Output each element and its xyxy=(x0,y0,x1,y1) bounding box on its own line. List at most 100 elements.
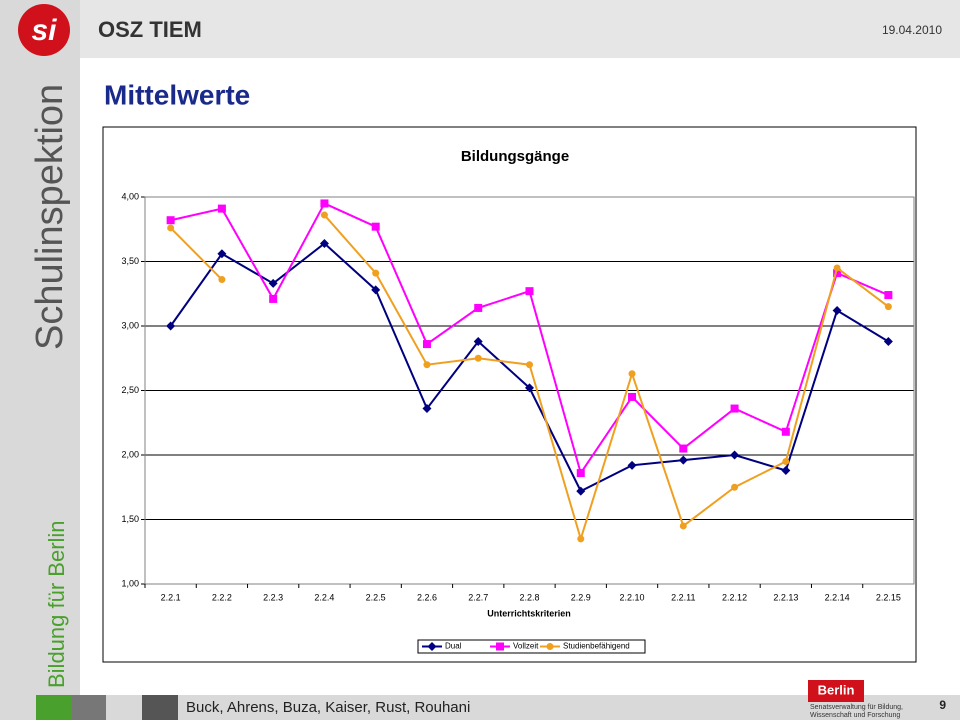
marker xyxy=(525,383,534,393)
marker xyxy=(679,444,688,453)
berlin-dept: Senatsverwaltung für Bildung, xyxy=(810,704,903,711)
marker xyxy=(371,285,381,295)
marker xyxy=(423,361,431,369)
marker xyxy=(627,460,637,470)
x-tick-label: 2.2.1 xyxy=(161,592,181,602)
marker xyxy=(496,642,504,651)
y-tick-label: 3,50 xyxy=(121,256,139,266)
plot: 1,00 1,50 2,00 2,50 3,00 3,50 4,00 2.2.1 2.2.2 2.… xyxy=(121,191,915,602)
logo: si xyxy=(31,14,57,47)
marker xyxy=(781,465,791,475)
legend-label: Vollzeit xyxy=(513,642,539,651)
berlin-logo: Berlin xyxy=(818,682,855,697)
x-tick-label: 2.2.6 xyxy=(417,592,437,602)
marker xyxy=(730,404,739,413)
marker xyxy=(833,269,842,278)
marker xyxy=(884,291,893,300)
footer-block xyxy=(142,695,178,720)
marker xyxy=(217,249,227,259)
marker xyxy=(576,486,586,496)
authors: Buck, Ahrens, Buza, Kaiser, Rust, Rouhan… xyxy=(186,699,470,716)
marker xyxy=(526,361,533,369)
y-tick-label: 3,00 xyxy=(121,320,139,330)
x-tick-label: 2.2.4 xyxy=(314,592,334,602)
x-tick-label: 2.2.13 xyxy=(773,592,798,602)
plot-area xyxy=(144,196,915,585)
heading: Mittelwerte xyxy=(104,79,250,110)
y-tick-label: 2,50 xyxy=(121,385,139,395)
marker xyxy=(730,450,740,460)
marker xyxy=(474,303,483,312)
marker xyxy=(628,370,636,378)
marker xyxy=(546,643,554,650)
x-axis-title: Unterrichtskriterien xyxy=(487,608,571,618)
marker xyxy=(473,336,483,346)
marker xyxy=(833,264,841,272)
logo-circle xyxy=(18,4,70,56)
y-tick-label: 2,00 xyxy=(121,449,139,459)
marker xyxy=(832,306,842,316)
marker xyxy=(474,354,482,362)
marker xyxy=(166,216,175,225)
marker xyxy=(422,404,432,414)
marker xyxy=(422,340,431,349)
marker xyxy=(167,224,175,232)
x-tick-label: 2.2.12 xyxy=(722,592,747,602)
x-tick-label: 2.2.10 xyxy=(620,592,645,602)
marker xyxy=(427,642,437,651)
marker xyxy=(320,211,328,219)
x-tick-label: 2.2.5 xyxy=(366,592,386,602)
marker xyxy=(320,199,329,208)
marker xyxy=(576,469,585,478)
marker xyxy=(781,427,790,436)
marker xyxy=(319,238,329,248)
marker xyxy=(884,303,892,311)
side-title: Schulinspektion xyxy=(29,84,71,350)
marker xyxy=(628,392,637,401)
marker xyxy=(371,222,380,231)
marker xyxy=(372,269,380,277)
side-subtitle: Bildung für Berlin xyxy=(44,520,69,688)
x-tick-label: 2.2.15 xyxy=(876,592,901,602)
y-tick-label: 1,00 xyxy=(121,578,139,588)
marker xyxy=(268,278,278,288)
x-tick-label: 2.2.14 xyxy=(825,592,850,602)
berlin-dept: Wissenschaft und Forschung xyxy=(810,712,900,719)
header-bar xyxy=(0,0,960,58)
marker xyxy=(883,336,893,346)
header: OSZ TIEM xyxy=(98,17,202,42)
x-tick-label: 2.2.2 xyxy=(212,592,232,602)
x-tick-label: 2.2.8 xyxy=(519,592,539,602)
marker xyxy=(525,287,534,296)
chart-title: Bildungsgänge xyxy=(461,148,569,165)
marker xyxy=(166,321,176,331)
legend: Dual Vollzeit Studienbefähigend xyxy=(417,639,646,654)
x-tick-label: 2.2.3 xyxy=(263,592,283,602)
date: 19.04.2010 xyxy=(882,23,942,37)
y-tick-label: 1,50 xyxy=(121,514,139,524)
footer-block xyxy=(72,695,106,720)
page-number: 9 xyxy=(939,698,946,712)
marker xyxy=(679,522,687,530)
marker xyxy=(269,294,278,303)
y-tick-label: 4,00 xyxy=(121,191,139,201)
marker xyxy=(577,535,585,543)
legend-label: Studienbefähigend xyxy=(563,642,630,651)
legend-label: Dual xyxy=(445,642,462,651)
x-tick-label: 2.2.11 xyxy=(671,592,695,602)
marker xyxy=(782,457,790,465)
x-tick-label: 2.2.7 xyxy=(468,592,488,602)
marker xyxy=(731,483,739,491)
marker xyxy=(218,276,226,284)
marker xyxy=(678,455,688,465)
series-line xyxy=(169,214,889,543)
legend-box xyxy=(417,639,646,654)
footer-block xyxy=(36,695,72,720)
berlin-logo-box xyxy=(808,680,864,702)
side-bar xyxy=(0,0,80,720)
marker xyxy=(217,204,226,213)
chart-frame xyxy=(102,126,917,663)
x-tick-label: 2.2.9 xyxy=(571,592,591,602)
